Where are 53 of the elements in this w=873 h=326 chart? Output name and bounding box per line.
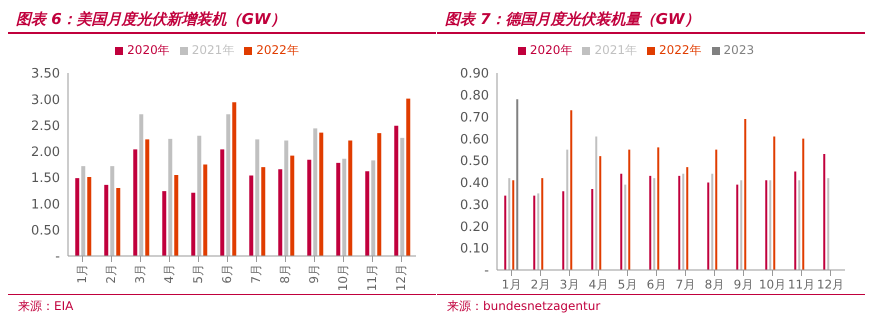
y-tick-label: 0.20 — [460, 220, 489, 235]
legend-label: 2023 — [724, 43, 754, 57]
y-tick-label: 0.90 — [460, 66, 489, 82]
y-tick-label: 0.50 — [460, 154, 489, 170]
y-tick-label: 1.00 — [31, 197, 60, 212]
x-tick-label: 12月 — [816, 278, 844, 292]
y-tick-label: 0.50 — [31, 223, 60, 238]
x-tick-label: 5月 — [618, 278, 638, 292]
source-note: 来源：EIA — [18, 299, 74, 313]
x-tick-label: 11月 — [365, 264, 380, 292]
legend-label: 2020年 — [530, 43, 572, 57]
x-tick-label: 11月 — [788, 278, 816, 292]
y-tick-label: 0.10 — [460, 242, 489, 257]
chart-title: 图表 6：美国月度光伏新增装机（GW） — [8, 8, 436, 34]
legend-label: 2021年 — [192, 43, 234, 57]
y-tick-label: 0.40 — [460, 176, 489, 192]
x-tick-label: 3月 — [133, 264, 148, 284]
x-tick-label: 3月 — [560, 278, 580, 292]
x-tick-label: 10月 — [758, 278, 786, 292]
legend-label: 2021年 — [594, 43, 637, 57]
x-tick-label: 1月 — [75, 264, 90, 284]
x-tick-label: 1月 — [502, 278, 522, 292]
y-tick-label: 2.00 — [31, 145, 60, 160]
y-tick-label: 0.70 — [460, 110, 489, 126]
x-tick-label: 5月 — [191, 264, 206, 284]
y-tick-label: - — [55, 250, 60, 265]
y-tick-label: 2.50 — [31, 118, 60, 134]
y-tick-label: 0.60 — [460, 132, 489, 148]
y-tick-label: 0.30 — [460, 198, 489, 213]
legend-label: 2020年 — [127, 43, 170, 57]
y-tick-label: 3.50 — [31, 66, 60, 82]
x-tick-label: 10月 — [336, 264, 350, 292]
legend-label: 2022年 — [256, 43, 299, 57]
x-tick-label: 8月 — [704, 278, 724, 292]
chart-title: 图表 7：德国月度光伏装机量（GW） — [437, 8, 865, 34]
x-tick-label: 6月 — [220, 264, 234, 284]
source-note: 来源：bundesnetzagentur — [447, 299, 600, 313]
x-tick-label: 6月 — [646, 278, 666, 292]
x-tick-label: 4月 — [162, 264, 176, 284]
y-tick-label: 0.80 — [460, 88, 489, 104]
y-tick-label: 1.50 — [31, 171, 60, 186]
x-tick-label: 4月 — [588, 278, 608, 292]
x-tick-label: 2月 — [530, 278, 550, 292]
x-tick-label: 9月 — [734, 278, 754, 292]
x-tick-label: 2月 — [104, 264, 118, 284]
x-tick-label: 9月 — [307, 264, 322, 284]
x-tick-label: 12月 — [394, 264, 408, 292]
x-tick-label: 8月 — [278, 264, 292, 284]
legend-label: 2022年 — [659, 43, 702, 57]
y-tick-label: 3.00 — [31, 92, 60, 108]
x-tick-label: 7月 — [676, 278, 696, 292]
x-tick-label: 7月 — [249, 264, 264, 284]
y-tick-label: - — [484, 264, 490, 279]
